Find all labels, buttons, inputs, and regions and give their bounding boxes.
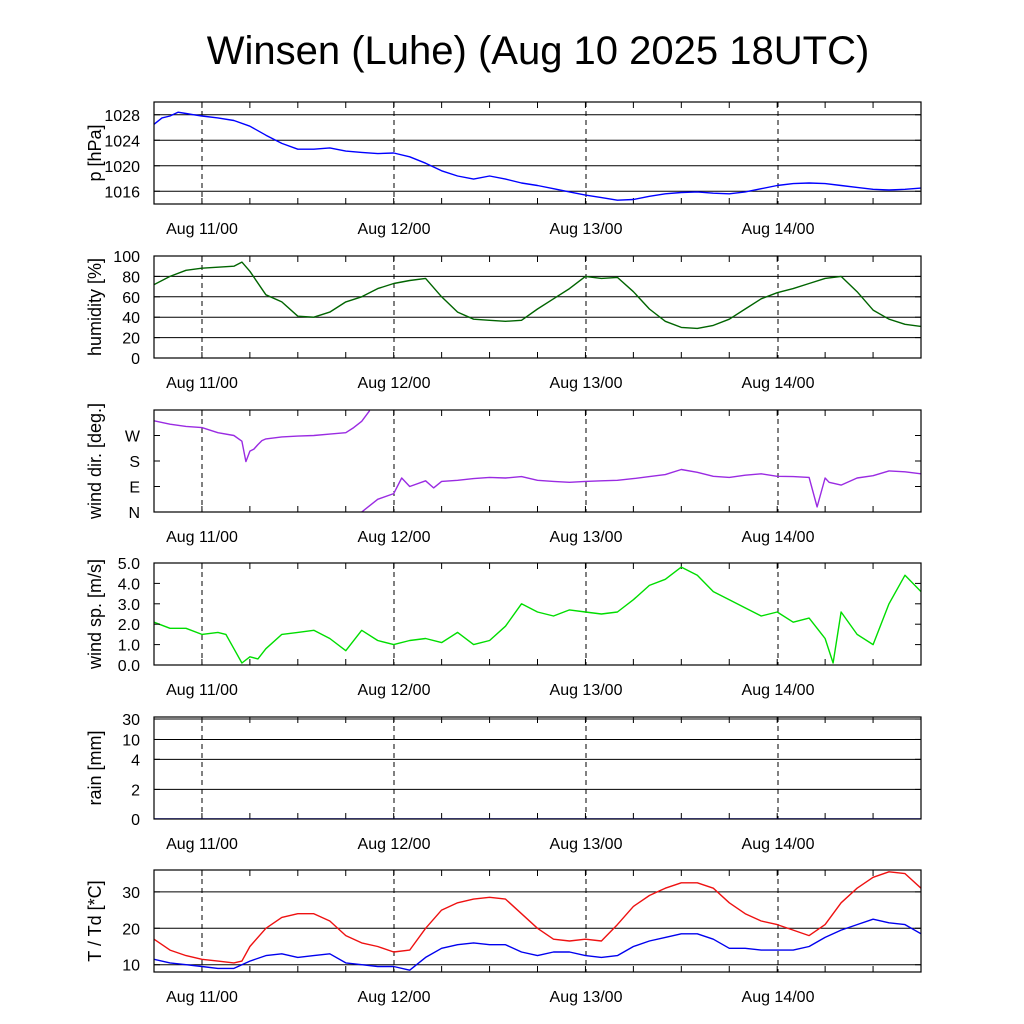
- y-tick-label: 1.0: [118, 638, 140, 655]
- x-tick-label: Aug 13/00: [550, 836, 623, 853]
- x-tick-label: Aug 11/00: [166, 989, 238, 1006]
- panel-humidity: 0 20 40 60 80 100 humidity [%] Aug 11/00 Aug 12/…: [85, 249, 922, 392]
- series-line-humidity-0: [154, 261, 921, 330]
- y-axis-label: rain [mm]: [85, 730, 105, 805]
- x-tick-label: Aug 12/00: [358, 529, 431, 546]
- y-tick-label: 10: [122, 732, 140, 749]
- y-tick-label: 4: [131, 752, 140, 769]
- y-tick-label: 3.0: [118, 597, 140, 614]
- y-tick-label: 60: [122, 290, 140, 307]
- x-tick-label: Aug 13/00: [550, 375, 623, 392]
- x-tick-label: Aug 12/00: [358, 221, 431, 238]
- series-line-pressure-0: [154, 111, 921, 201]
- y-tick-label: 4.0: [118, 576, 140, 593]
- y-axis-label: wind sp. [m/s]: [85, 559, 105, 670]
- x-tick-label: Aug 14/00: [742, 989, 815, 1006]
- y-tick-label: 100: [113, 249, 140, 266]
- x-tick-label: Aug 12/00: [358, 375, 431, 392]
- x-tick-label: Aug 12/00: [358, 989, 431, 1006]
- series-line-wind_speed-0: [154, 566, 921, 664]
- y-tick-label: S: [129, 454, 140, 471]
- x-tick-label: Aug 13/00: [550, 682, 623, 699]
- y-axis-label: humidity [%]: [85, 258, 105, 356]
- series-line-temperature_dewpoint-0: [154, 871, 921, 964]
- x-tick-label: Aug 11/00: [166, 221, 238, 238]
- y-tick-label: 30: [122, 712, 140, 729]
- x-tick-label: Aug 14/00: [742, 375, 815, 392]
- x-tick-label: Aug 13/00: [550, 989, 623, 1006]
- y-tick-label: 1020: [104, 159, 140, 176]
- y-tick-label: 30: [122, 885, 140, 902]
- y-tick-label: E: [129, 480, 140, 497]
- y-tick-label: 2.0: [118, 617, 140, 634]
- y-tick-label: 1016: [104, 184, 140, 201]
- panel-frame: [153, 101, 922, 205]
- x-tick-label: Aug 11/00: [166, 375, 238, 392]
- panel-frame: [153, 255, 922, 359]
- x-tick-label: Aug 13/00: [550, 529, 623, 546]
- y-tick-label: W: [125, 429, 141, 446]
- y-axis-label: p [hPa]: [85, 124, 105, 181]
- x-tick-label: Aug 11/00: [166, 682, 238, 699]
- y-tick-label: N: [128, 505, 140, 522]
- x-tick-label: Aug 14/00: [742, 221, 815, 238]
- series-line-wind_direction-0: [154, 410, 371, 463]
- y-tick-label: 0: [131, 812, 140, 829]
- y-tick-label: 10: [122, 958, 140, 975]
- y-tick-label: 20: [122, 331, 140, 348]
- y-tick-label: 40: [122, 310, 140, 327]
- chart-title: Winsen (Luhe) (Aug 10 2025 18UTC): [207, 29, 870, 73]
- y-tick-label: 0.0: [118, 658, 140, 675]
- panel-temperature_dewpoint: 10 20 30 T / Td [*C] Aug 11/00 Aug 12/00 Aug 1…: [85, 869, 922, 1006]
- x-tick-label: Aug 14/00: [742, 836, 815, 853]
- y-axis-label: wind dir. [deg.]: [85, 403, 105, 520]
- y-tick-label: 80: [122, 269, 140, 286]
- x-tick-label: Aug 14/00: [742, 682, 815, 699]
- panel-frame: [153, 716, 922, 820]
- panel-rain: 0 2 4 10 30 rain [mm] Aug 11/00 Aug 12/00 Aug 13…: [85, 712, 922, 853]
- y-tick-label: 1024: [104, 133, 140, 150]
- x-tick-label: Aug 12/00: [358, 682, 431, 699]
- x-tick-label: Aug 11/00: [166, 836, 238, 853]
- y-axis-label: T / Td [*C]: [85, 880, 105, 961]
- y-tick-label: 2: [131, 782, 140, 799]
- panel-frame: [153, 869, 922, 973]
- y-tick-label: 5.0: [118, 556, 140, 573]
- y-tick-label: 20: [122, 921, 140, 938]
- panel-frame: [153, 562, 922, 666]
- y-tick-label: 0: [131, 351, 140, 368]
- series-line-temperature_dewpoint-1: [154, 918, 921, 971]
- x-tick-label: Aug 12/00: [358, 836, 431, 853]
- panel-frame: [153, 409, 922, 513]
- x-tick-label: Aug 13/00: [550, 221, 623, 238]
- x-tick-label: Aug 14/00: [742, 529, 815, 546]
- panel-wind_speed: 0.0 1.0 2.0 3.0 4.0 5.0 wind sp. [m/s] Aug 11/0…: [85, 556, 922, 699]
- y-tick-label: 1028: [104, 108, 140, 125]
- series-line-wind_direction-1: [361, 468, 921, 512]
- x-tick-label: Aug 11/00: [166, 529, 238, 546]
